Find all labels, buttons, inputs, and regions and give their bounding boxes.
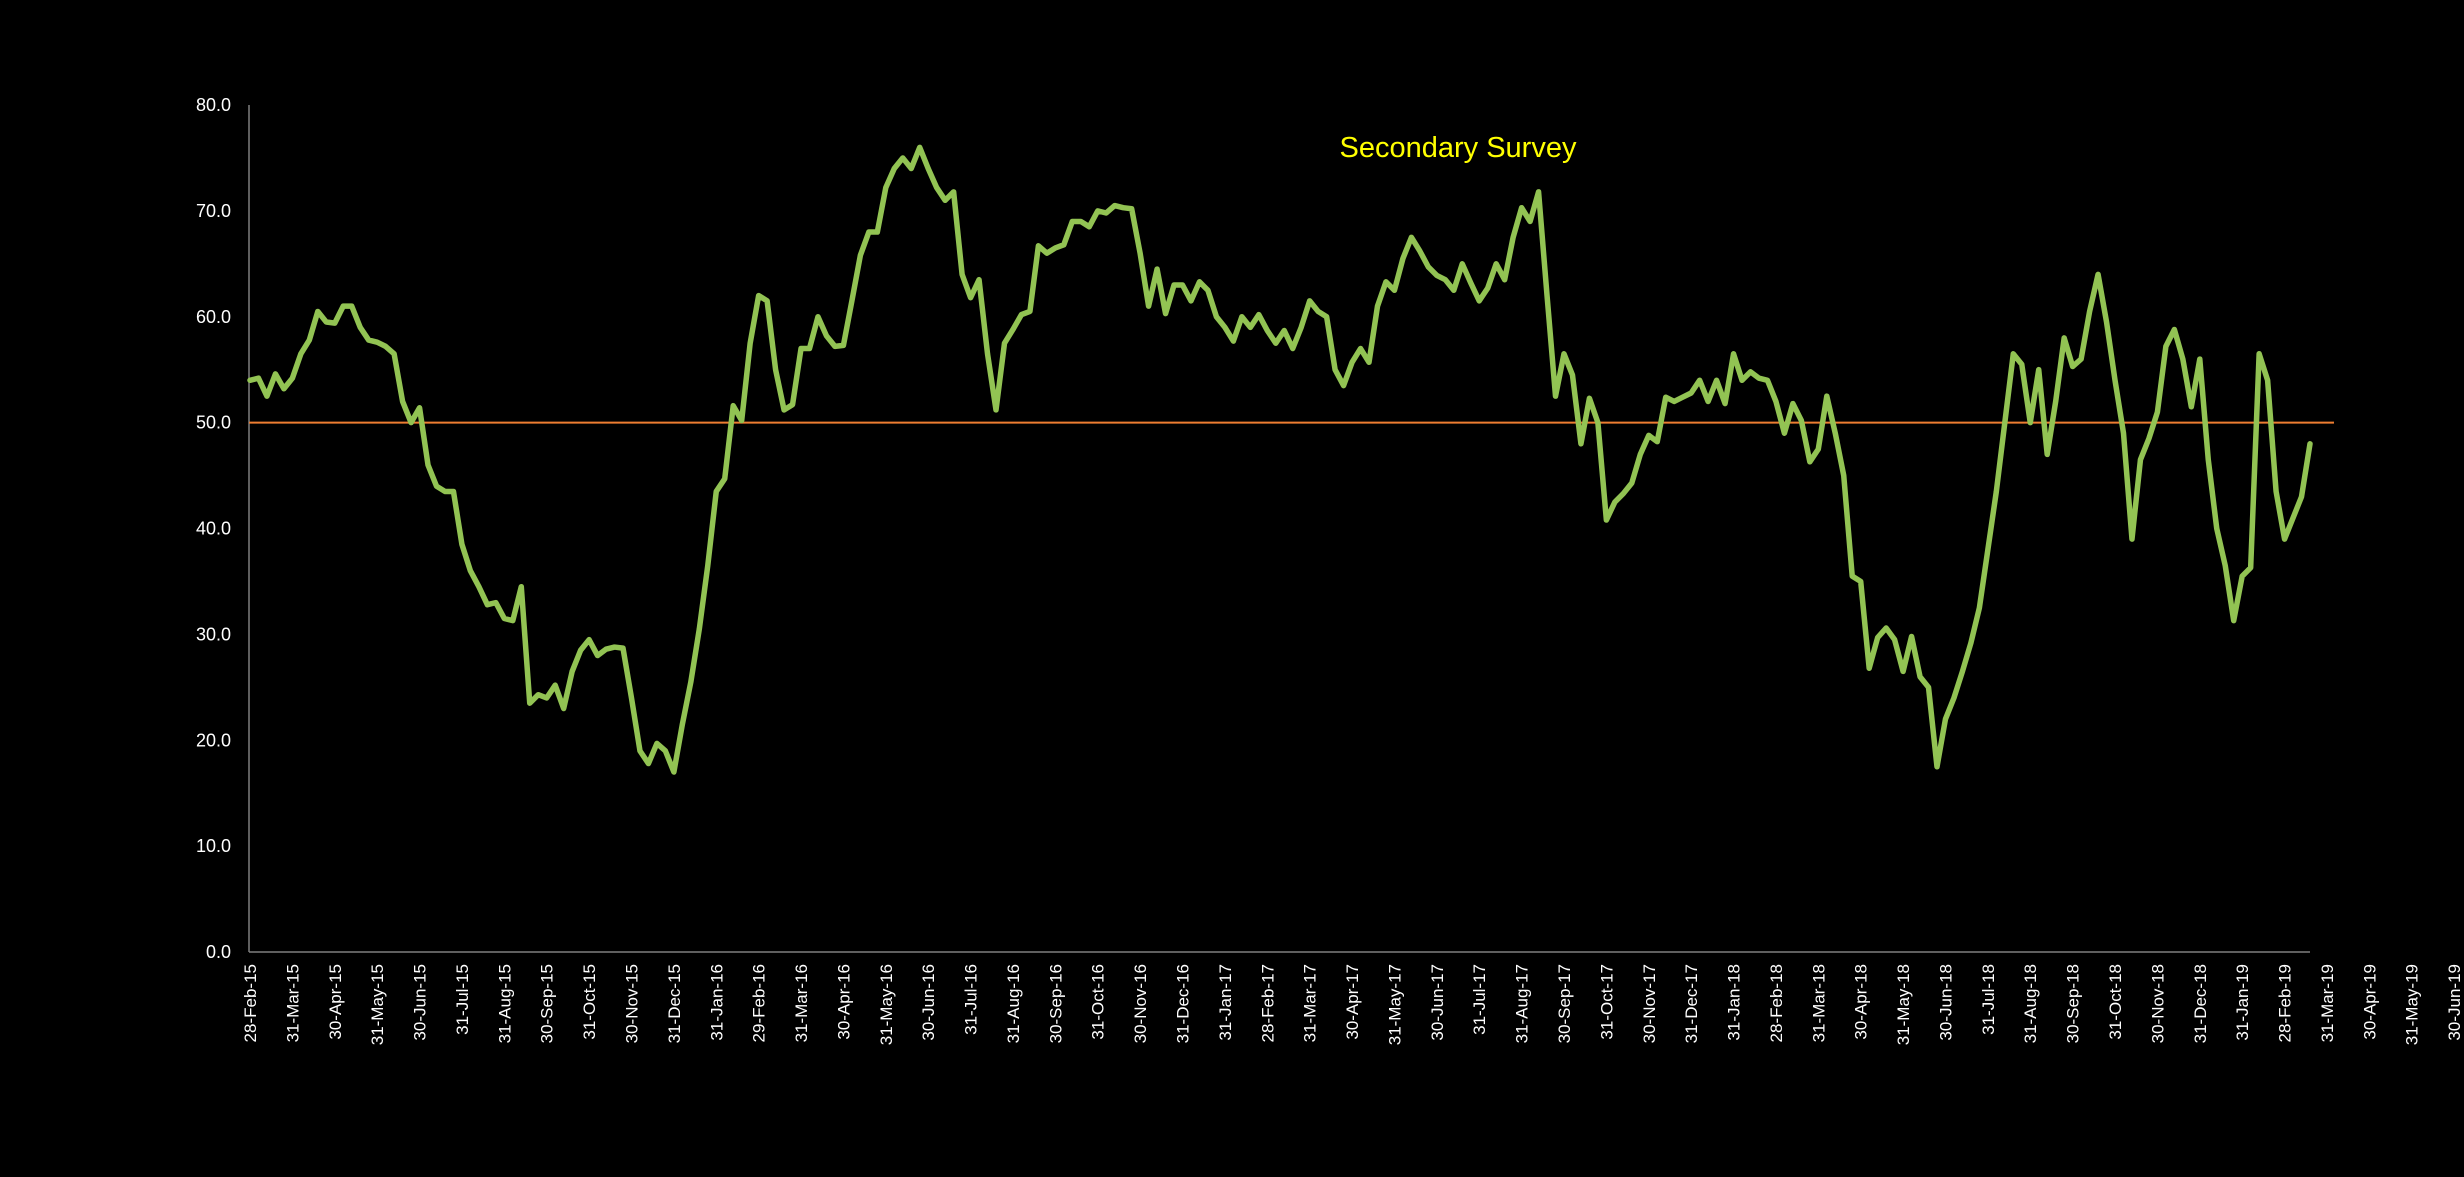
series-layer	[247, 144, 2313, 775]
x-tick-label: 28-Feb-15	[241, 964, 260, 1042]
x-tick-label: 31-Aug-15	[495, 964, 514, 1043]
y-tick-label: 20.0	[196, 730, 231, 750]
x-tick-label: 31-Aug-16	[1004, 964, 1023, 1043]
x-tick-label: 30-Apr-17	[1343, 964, 1362, 1040]
x-tick-label: 30-Apr-18	[1852, 964, 1871, 1040]
x-tick-label: 30-Nov-18	[2148, 964, 2167, 1043]
y-tick-label: 60.0	[196, 307, 231, 327]
x-tick-label: 30-Jun-16	[919, 964, 938, 1041]
x-tick-label: 30-Sep-16	[1046, 964, 1065, 1043]
x-tick-label: 31-Oct-18	[2106, 964, 2125, 1040]
x-tick-label: 30-Sep-15	[538, 964, 557, 1043]
x-tick-label: 31-Mar-15	[283, 964, 302, 1042]
y-tick-label: 30.0	[196, 624, 231, 644]
y-tick-label: 0.0	[206, 942, 231, 962]
x-tick-label: 30-Jun-15	[411, 964, 430, 1041]
x-tick-label: 30-Sep-17	[1555, 964, 1574, 1043]
x-tick-label: 28-Feb-18	[1767, 964, 1786, 1042]
x-tick-label: 31-May-18	[1894, 964, 1913, 1045]
y-tick-label: 80.0	[196, 95, 231, 115]
x-tick-label: 28-Feb-17	[1258, 964, 1277, 1042]
y-tick-label: 40.0	[196, 519, 231, 539]
x-tick-label: 31-Jan-17	[1216, 964, 1235, 1041]
x-tick-label: 31-Mar-19	[2318, 964, 2337, 1042]
x-tick-label: 30-Jun-19	[2445, 964, 2464, 1041]
x-tick-label: 31-May-16	[877, 964, 896, 1045]
y-tick-label: 50.0	[196, 413, 231, 433]
x-tick-label: 30-Nov-17	[1640, 964, 1659, 1043]
x-tick-label: 31-Dec-17	[1682, 964, 1701, 1043]
y-tick-label: 70.0	[196, 201, 231, 221]
y-axis-ticks: 0.0 10.0 20.0 30.0 40.0 50.0 60.0 70.0 80.0	[196, 95, 231, 962]
x-tick-label: 28-Feb-19	[2276, 964, 2295, 1042]
x-tick-label: 31-Jan-16	[707, 964, 726, 1041]
x-tick-label: 30-Jun-17	[1428, 964, 1447, 1041]
x-tick-label: 31-Mar-18	[1809, 964, 1828, 1042]
series-line	[247, 144, 2313, 775]
x-tick-label: 29-Feb-16	[750, 964, 769, 1042]
x-tick-label: 31-Jan-19	[2233, 964, 2252, 1041]
y-tick-label: 10.0	[196, 836, 231, 856]
x-tick-label: 31-Dec-18	[2191, 964, 2210, 1043]
x-tick-label: 31-Oct-15	[580, 964, 599, 1040]
x-tick-label: 31-Jul-16	[962, 964, 981, 1035]
x-tick-label: 30-Jun-18	[1936, 964, 1955, 1041]
x-tick-label: 31-Aug-18	[2021, 964, 2040, 1043]
x-tick-label: 31-Dec-15	[665, 964, 684, 1043]
x-tick-label: 31-Jul-18	[1979, 964, 1998, 1035]
x-tick-label: 30-Apr-16	[834, 964, 853, 1040]
x-tick-label: 31-Jan-18	[1725, 964, 1744, 1041]
x-axis-ticks: 28-Feb-15 31-Mar-15 30-Apr-15 31-May-15 30-J…	[241, 964, 2464, 1045]
x-tick-label: 31-Jul-17	[1470, 964, 1489, 1035]
x-tick-label: 31-Mar-16	[792, 964, 811, 1042]
x-tick-label: 30-Nov-16	[1131, 964, 1150, 1043]
x-tick-label: 31-Jul-15	[453, 964, 472, 1035]
x-tick-label: 31-Aug-17	[1513, 964, 1532, 1043]
x-tick-label: 31-Dec-16	[1174, 964, 1193, 1043]
x-tick-label: 30-Apr-19	[2360, 964, 2379, 1040]
x-tick-label: 30-Sep-18	[2064, 964, 2083, 1043]
x-tick-label: 31-Oct-16	[1089, 964, 1108, 1040]
x-tick-label: 30-Nov-15	[622, 964, 641, 1043]
x-tick-label: 31-May-17	[1385, 964, 1404, 1045]
x-tick-label: 31-May-15	[368, 964, 387, 1045]
x-tick-label: 31-Mar-17	[1301, 964, 1320, 1042]
x-tick-label: 31-Oct-17	[1597, 964, 1616, 1040]
chart-title: Secondary Survey	[1340, 132, 1577, 164]
x-tick-label: 30-Apr-15	[326, 964, 345, 1040]
x-tick-label: 31-May-19	[2403, 964, 2422, 1045]
